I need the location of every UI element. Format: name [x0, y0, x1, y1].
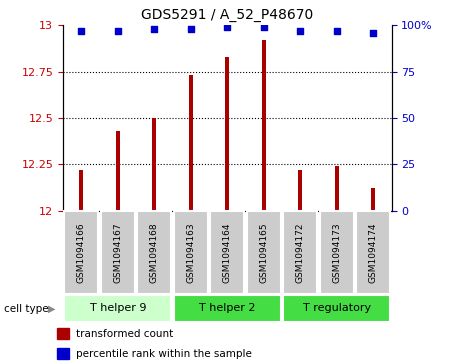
Bar: [356, 211, 391, 294]
Bar: [64, 211, 99, 294]
Bar: [116, 131, 120, 211]
Bar: [58, 348, 69, 359]
Bar: [174, 211, 208, 294]
Text: T helper 2: T helper 2: [199, 303, 256, 313]
Bar: [64, 295, 171, 322]
Text: GSM1094165: GSM1094165: [259, 222, 268, 283]
Bar: [262, 40, 266, 211]
Point: [78, 28, 85, 34]
Text: GSM1094166: GSM1094166: [77, 222, 86, 283]
Text: T helper 9: T helper 9: [90, 303, 146, 313]
Point: [369, 30, 377, 36]
Text: GSM1094163: GSM1094163: [186, 222, 195, 283]
Text: GSM1094172: GSM1094172: [296, 222, 305, 282]
Bar: [210, 211, 244, 294]
Point: [187, 26, 194, 32]
Bar: [174, 295, 281, 322]
Text: ▶: ▶: [48, 303, 55, 314]
Point: [297, 28, 304, 34]
Point: [333, 28, 340, 34]
Bar: [58, 328, 69, 339]
Bar: [101, 211, 135, 294]
Bar: [371, 188, 375, 211]
Point: [151, 26, 158, 32]
Text: GSM1094174: GSM1094174: [369, 222, 378, 282]
Point: [224, 24, 231, 30]
Bar: [153, 118, 156, 211]
Text: transformed count: transformed count: [76, 329, 173, 339]
Bar: [189, 76, 193, 211]
Point: [260, 24, 267, 30]
Title: GDS5291 / A_52_P48670: GDS5291 / A_52_P48670: [141, 8, 313, 22]
Bar: [283, 295, 391, 322]
Bar: [335, 166, 338, 211]
Text: percentile rank within the sample: percentile rank within the sample: [76, 349, 252, 359]
Bar: [283, 211, 317, 294]
Text: cell type: cell type: [4, 303, 49, 314]
Bar: [79, 170, 83, 211]
Bar: [247, 211, 281, 294]
Bar: [298, 170, 302, 211]
Bar: [320, 211, 354, 294]
Text: T regulatory: T regulatory: [303, 303, 371, 313]
Bar: [225, 57, 229, 211]
Text: GSM1094168: GSM1094168: [150, 222, 159, 283]
Text: GSM1094167: GSM1094167: [113, 222, 122, 283]
Text: GSM1094173: GSM1094173: [332, 222, 341, 283]
Bar: [137, 211, 171, 294]
Point: [114, 28, 122, 34]
Text: GSM1094164: GSM1094164: [223, 222, 232, 282]
